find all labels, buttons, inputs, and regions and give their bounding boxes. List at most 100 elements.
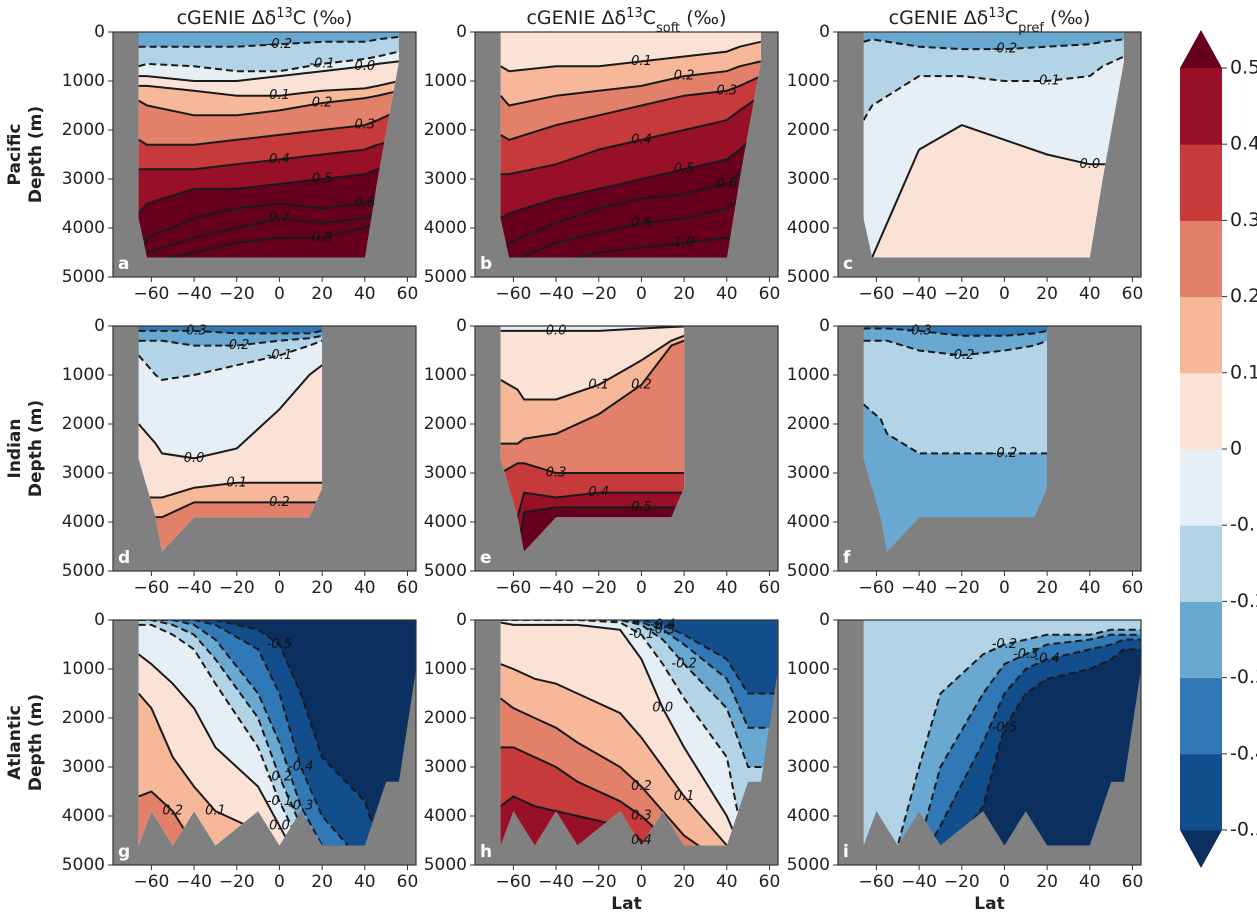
- contour-label: 0.3: [716, 83, 737, 98]
- contour-line: [500, 620, 778, 729]
- y-tick-label: 4000: [424, 806, 467, 826]
- contour-fill: [138, 693, 416, 846]
- contour-label: -0.3: [288, 799, 313, 814]
- panel-label: a: [118, 254, 129, 274]
- contour-label: 0.1: [269, 88, 290, 103]
- y-tick-label: 0: [456, 610, 467, 630]
- x-tick-label: 40: [354, 872, 376, 892]
- contour-line: [138, 163, 399, 214]
- y-tick-label: 3000: [62, 169, 105, 189]
- contour-line: [138, 50, 399, 73]
- title-part: soft: [656, 21, 680, 36]
- row-label: Indian: [5, 419, 25, 479]
- y-tick-label: 2000: [424, 120, 467, 140]
- y-tick-label: 0: [819, 316, 830, 336]
- x-tick-label: 40: [716, 872, 738, 892]
- y-tick-label: 3000: [424, 169, 467, 189]
- y-tick-label: 3000: [424, 757, 467, 777]
- x-tick-label: 20: [1036, 284, 1058, 304]
- contour-label: 0.0: [546, 323, 567, 338]
- contour-line: [500, 129, 761, 220]
- contour-label: -0.1: [267, 794, 292, 809]
- panel-label: g: [118, 842, 130, 862]
- y-tick-label: 4000: [787, 218, 830, 238]
- y-tick-label: 2000: [424, 414, 467, 434]
- y-tick-label: 1000: [62, 659, 105, 679]
- contour-label: 0.6: [354, 196, 375, 211]
- x-tick-label: −20: [944, 284, 980, 304]
- y-tick-label: 3000: [424, 463, 467, 483]
- contour-label: -0.4: [288, 760, 313, 775]
- x-tick-label: 0: [999, 578, 1010, 598]
- panel-label: i: [843, 842, 849, 862]
- contour-line: [863, 124, 1124, 258]
- plot-frame: [837, 325, 1142, 572]
- y-tick-label: 4000: [62, 512, 105, 532]
- plot-frame: [837, 619, 1142, 866]
- x-tick-label: 0: [636, 872, 647, 892]
- ocean: [500, 32, 761, 258]
- contour-line: [500, 746, 778, 846]
- y-tick-label: 5000: [787, 855, 830, 875]
- x-tick-label: −40: [901, 284, 937, 304]
- contour-label: 0.1: [205, 804, 226, 819]
- contour-line: [500, 621, 778, 846]
- row-label: Atlantic: [5, 705, 25, 780]
- contour-label: 0.7: [269, 211, 290, 226]
- y-tick-label: 5000: [787, 267, 830, 287]
- y-tick-label: 0: [456, 316, 467, 336]
- y-tick-label: 2000: [62, 120, 105, 140]
- contour-line: [863, 339, 1048, 357]
- contour-line: [138, 653, 416, 846]
- contour-label: 0.3: [631, 809, 652, 824]
- y-tick-label: 1000: [424, 659, 467, 679]
- contour-line: [500, 620, 778, 695]
- row-label: Depth (m): [26, 106, 46, 203]
- y-tick-label: 0: [819, 22, 830, 42]
- title-part: (‰): [680, 7, 726, 29]
- y-tick-label: 2000: [787, 414, 830, 434]
- x-tick-label: −60: [133, 578, 169, 598]
- y-tick-label: 3000: [787, 169, 830, 189]
- title-part: (‰): [1044, 7, 1090, 29]
- y-tick-label: 3000: [62, 757, 105, 777]
- x-tick-label: 0: [636, 284, 647, 304]
- x-axis-label: Lat: [611, 894, 641, 914]
- contour-line: [500, 334, 685, 401]
- colorbar-band: [1180, 68, 1222, 145]
- contour-line: [138, 481, 323, 499]
- x-tick-label: −60: [133, 284, 169, 304]
- x-tick-label: −40: [538, 578, 574, 598]
- contour-fill: [863, 649, 1141, 846]
- plot-frame: [112, 619, 417, 866]
- contour-label: 0.3: [546, 466, 567, 481]
- colorbar-tick-label: -0.3: [1230, 666, 1257, 688]
- x-tick-label: −60: [858, 284, 894, 304]
- contour-label: -0.5: [992, 720, 1017, 735]
- contour-line: [500, 187, 761, 258]
- x-tick-label: −40: [901, 872, 937, 892]
- contour-line: [863, 638, 1141, 846]
- contour-line: [138, 620, 416, 846]
- contour-line: [138, 790, 416, 846]
- contour-label: -0.4: [650, 617, 675, 632]
- panel-title: cGENIE Δδ13Csoft (‰): [526, 6, 726, 36]
- ocean: [863, 620, 1141, 846]
- y-tick-label: 0: [819, 610, 830, 630]
- contour-label: 0.1: [588, 377, 609, 392]
- contour-label: 1.0: [674, 235, 695, 250]
- contour-label: 0.4: [631, 833, 652, 848]
- contour-label: 0.4: [631, 132, 652, 147]
- contour-fill: [863, 125, 1124, 258]
- x-tick-label: 40: [716, 284, 738, 304]
- title-part: 13: [626, 6, 643, 21]
- x-tick-label: 0: [636, 578, 647, 598]
- contour-fill: [138, 218, 399, 258]
- contour-label: -0.2: [992, 446, 1017, 461]
- contour-line: [500, 339, 685, 445]
- x-tick-label: 20: [311, 284, 333, 304]
- y-tick-label: 4000: [62, 806, 105, 826]
- contour-label: 0.4: [588, 485, 609, 500]
- contour-label: 0.0: [1079, 157, 1100, 172]
- x-tick-label: 20: [311, 872, 333, 892]
